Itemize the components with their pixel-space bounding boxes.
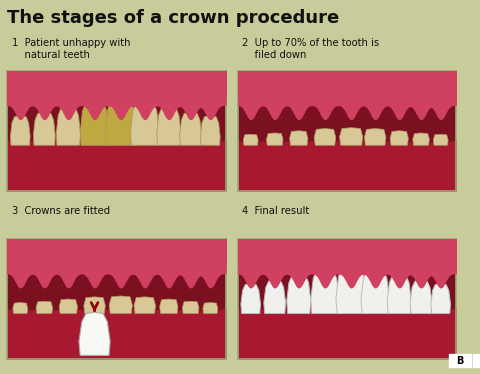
Polygon shape [157, 106, 181, 145]
Polygon shape [311, 268, 339, 313]
Polygon shape [59, 299, 77, 313]
Polygon shape [243, 134, 258, 145]
Polygon shape [390, 131, 408, 145]
Polygon shape [34, 112, 55, 145]
Polygon shape [361, 268, 389, 313]
Polygon shape [11, 115, 30, 145]
Text: 2  Up to 70% of the tooth is
    filed down: 2 Up to 70% of the tooth is filed down [242, 38, 380, 60]
Polygon shape [241, 283, 261, 313]
Polygon shape [413, 133, 429, 145]
Polygon shape [364, 129, 386, 145]
Polygon shape [109, 296, 132, 313]
Polygon shape [289, 131, 308, 145]
Polygon shape [182, 301, 199, 313]
Polygon shape [264, 280, 286, 313]
Polygon shape [84, 297, 105, 313]
Polygon shape [287, 274, 311, 313]
Polygon shape [131, 100, 159, 145]
Text: The stages of a crown procedure: The stages of a crown procedure [7, 9, 339, 27]
Polygon shape [201, 115, 220, 145]
Polygon shape [80, 100, 109, 145]
Text: B: B [456, 356, 463, 366]
Polygon shape [433, 134, 448, 145]
Polygon shape [336, 266, 366, 313]
Polygon shape [79, 312, 110, 355]
Polygon shape [314, 129, 336, 145]
Polygon shape [106, 97, 136, 145]
Text: 1  Patient unhappy with
    natural teeth: 1 Patient unhappy with natural teeth [12, 38, 131, 60]
Polygon shape [339, 128, 363, 145]
Polygon shape [387, 274, 411, 313]
Polygon shape [203, 303, 218, 313]
Text: 4  Final result: 4 Final result [242, 206, 310, 217]
Polygon shape [36, 301, 53, 313]
Text: 3  Crowns are fitted: 3 Crowns are fitted [12, 206, 110, 217]
Polygon shape [56, 106, 80, 145]
Polygon shape [410, 280, 432, 313]
Polygon shape [180, 112, 202, 145]
Polygon shape [160, 299, 178, 313]
Polygon shape [134, 297, 156, 313]
Polygon shape [266, 133, 283, 145]
Polygon shape [431, 283, 451, 313]
Polygon shape [13, 303, 28, 313]
